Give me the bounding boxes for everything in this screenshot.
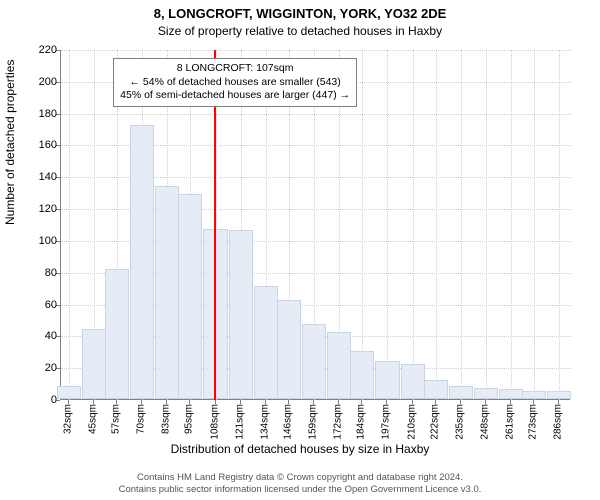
histogram-bar	[82, 329, 106, 399]
histogram-bar	[401, 364, 425, 399]
xtick-label: 286sqm	[553, 404, 564, 440]
gridline-v	[461, 50, 462, 400]
ytick-label: 40	[7, 330, 57, 342]
xtick-label: 197sqm	[381, 404, 392, 440]
histogram-bar	[350, 351, 374, 399]
annotation-line1: 8 LONGCROFT: 107sqm	[120, 62, 350, 76]
xtick-label: 184sqm	[356, 404, 367, 440]
histogram-bar	[178, 194, 202, 399]
xtick-label: 159sqm	[308, 404, 319, 440]
annotation-line3: 45% of semi-detached houses are larger (…	[120, 89, 350, 103]
gridline-v	[534, 50, 535, 400]
xtick-label: 248sqm	[480, 404, 491, 440]
gridline-v	[511, 50, 512, 400]
gridline-h	[61, 50, 571, 51]
chart-title: 8, LONGCROFT, WIGGINTON, YORK, YO32 2DE	[0, 6, 600, 21]
histogram-bar	[424, 380, 448, 399]
xtick-label: 108sqm	[209, 404, 220, 440]
property-size-chart: 8, LONGCROFT, WIGGINTON, YORK, YO32 2DE …	[0, 0, 600, 500]
xtick-label: 95sqm	[184, 404, 195, 434]
footer-attribution: Contains HM Land Registry data © Crown c…	[0, 472, 600, 496]
xtick-label: 121sqm	[234, 404, 245, 440]
ytick-label: 200	[7, 76, 57, 88]
histogram-bar	[499, 389, 523, 399]
xtick-label: 57sqm	[111, 404, 122, 434]
xtick-label: 32sqm	[62, 404, 73, 434]
histogram-bar	[327, 332, 351, 399]
xtick-label: 273sqm	[528, 404, 539, 440]
ytick-label: 20	[7, 362, 57, 374]
gridline-v	[413, 50, 414, 400]
histogram-bar	[375, 361, 399, 399]
ytick-label: 140	[7, 171, 57, 183]
annotation-line2: ← 54% of detached houses are smaller (54…	[120, 76, 350, 90]
histogram-bar	[105, 269, 129, 399]
gridline-v	[436, 50, 437, 400]
histogram-bar	[474, 388, 498, 399]
histogram-bar	[155, 186, 179, 399]
xtick-label: 70sqm	[136, 404, 147, 434]
x-axis-label: Distribution of detached houses by size …	[0, 442, 600, 456]
xtick-label: 222sqm	[429, 404, 440, 440]
xtick-label: 172sqm	[333, 404, 344, 440]
annotation-box: 8 LONGCROFT: 107sqm← 54% of detached hou…	[113, 58, 357, 107]
ytick-label: 80	[7, 267, 57, 279]
footer-line1: Contains HM Land Registry data © Crown c…	[0, 472, 600, 484]
histogram-bar	[277, 300, 301, 399]
chart-subtitle: Size of property relative to detached ho…	[0, 24, 600, 38]
ytick-label: 120	[7, 203, 57, 215]
histogram-bar	[229, 230, 253, 399]
gridline-v	[362, 50, 363, 400]
histogram-bar	[449, 386, 473, 399]
gridline-v	[486, 50, 487, 400]
xtick-label: 146sqm	[282, 404, 293, 440]
xtick-label: 235sqm	[454, 404, 465, 440]
xtick-label: 83sqm	[161, 404, 172, 434]
ytick-label: 220	[7, 44, 57, 56]
ytick-label: 160	[7, 139, 57, 151]
plot-area: 8 LONGCROFT: 107sqm← 54% of detached hou…	[60, 50, 570, 400]
footer-line2: Contains public sector information licen…	[0, 484, 600, 496]
ytick-label: 100	[7, 235, 57, 247]
gridline-v	[559, 50, 560, 400]
histogram-bar	[547, 391, 571, 399]
ytick-label: 180	[7, 108, 57, 120]
histogram-bar	[130, 125, 154, 399]
ytick-label: 60	[7, 299, 57, 311]
histogram-bar	[57, 386, 81, 399]
xtick-label: 210sqm	[406, 404, 417, 440]
gridline-h	[61, 114, 571, 115]
histogram-bar	[522, 391, 546, 399]
xtick-label: 261sqm	[505, 404, 516, 440]
histogram-bar	[302, 324, 326, 399]
xtick-label: 134sqm	[259, 404, 270, 440]
histogram-bar	[254, 286, 278, 399]
xtick-label: 45sqm	[87, 404, 98, 434]
gridline-v	[69, 50, 70, 400]
gridline-v	[387, 50, 388, 400]
ytick-label: 0	[7, 394, 57, 406]
